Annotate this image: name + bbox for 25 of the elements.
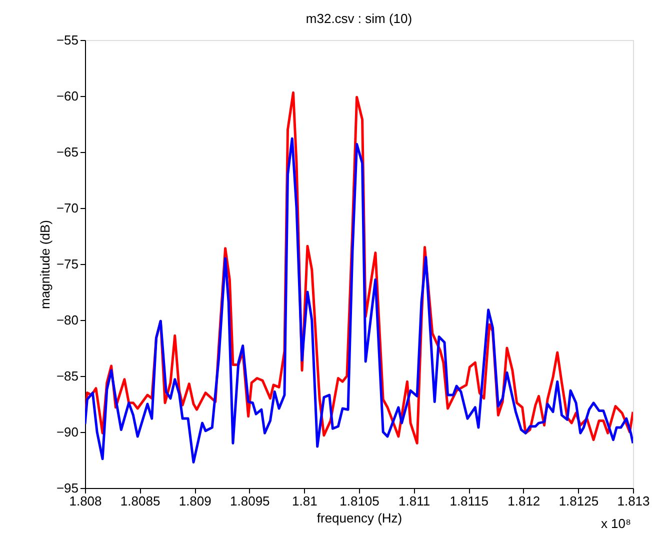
y-tick-label: −75 (56, 256, 78, 272)
x-tick-label: 1.808 (69, 494, 102, 508)
x-tick-label: 1.813 (617, 494, 650, 508)
y-tick-label: −90 (56, 424, 78, 440)
x-tick-label: 1.81 (292, 494, 318, 508)
line-series (85, 137, 633, 464)
y-tick-label: −65 (56, 144, 78, 160)
x-tick-label: 1.8095 (230, 494, 270, 508)
text: x 10⁸ (600, 516, 631, 531)
y-tick-label: −60 (56, 88, 78, 104)
y-tick-label: −55 (56, 32, 78, 48)
y-axis-title: magnitude (dB) (37, 220, 52, 309)
y-tick-label: −95 (56, 480, 78, 496)
x-tick-label: 1.809 (178, 494, 212, 508)
y-tick-label: −80 (56, 312, 78, 328)
x-tick-label: 1.8105 (340, 494, 380, 508)
x-tick-label: 1.8085 (120, 494, 160, 508)
x-tick-label: 1.8115 (450, 494, 488, 508)
y-tick-label: −85 (56, 368, 78, 384)
x-tick-label: 1.812 (508, 494, 540, 508)
y-tick-label: −70 (56, 200, 78, 216)
chart-title: m32.csv : sim (10) (306, 11, 412, 26)
x-axis-title: frequency (Hz) (316, 510, 402, 526)
x-tick-label: 1.811 (398, 494, 430, 508)
x-tick-label: 1.8125 (558, 494, 599, 508)
